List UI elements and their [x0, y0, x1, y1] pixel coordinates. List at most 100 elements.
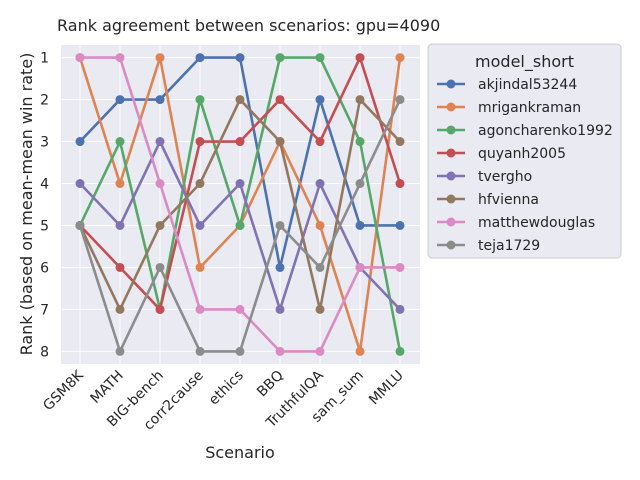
data-point	[115, 220, 125, 230]
legend-items: akjindal53244 mrigankraman agoncharenko199…	[437, 77, 613, 254]
y-tick-labels: 1 2 3 4 5 6 7 8	[40, 51, 49, 361]
legend-swatch-marker	[446, 125, 456, 135]
data-point	[315, 137, 325, 147]
data-point	[195, 95, 205, 105]
data-point	[315, 304, 325, 314]
y-tick-label: 6	[40, 260, 49, 276]
data-point	[355, 220, 365, 230]
legend-swatch-marker	[446, 194, 456, 204]
data-point	[75, 137, 85, 147]
data-point	[195, 304, 205, 314]
data-point	[315, 346, 325, 356]
data-point	[355, 53, 365, 63]
x-tick-label-ethics: ethics	[206, 368, 247, 409]
data-point	[115, 53, 125, 63]
data-point	[75, 220, 85, 230]
legend-swatch-marker	[446, 240, 456, 250]
data-point	[315, 95, 325, 105]
data-point	[155, 95, 165, 105]
legend-swatch-marker	[446, 217, 456, 227]
y-axis-label: Rank (based on mean-mean win rate)	[17, 53, 36, 356]
data-point	[115, 95, 125, 105]
legend-item-teja1729: teja1729	[437, 238, 540, 254]
legend-label: teja1729	[478, 238, 540, 254]
legend-swatch-marker	[446, 79, 456, 89]
data-point	[75, 53, 85, 63]
legend: model_short akjindal53244 mrigankraman ago…	[427, 43, 622, 259]
data-point	[235, 137, 245, 147]
data-point	[315, 220, 325, 230]
data-point	[195, 137, 205, 147]
data-point	[355, 95, 365, 105]
x-tick-label-bbq: BBQ	[254, 368, 287, 401]
data-point	[275, 262, 285, 272]
data-point	[275, 137, 285, 147]
chart-title: Rank agreement between scenarios: gpu=40…	[57, 16, 440, 35]
data-point	[395, 262, 405, 272]
data-point	[395, 304, 405, 314]
legend-frame	[427, 43, 622, 259]
data-point	[195, 53, 205, 63]
data-point	[115, 304, 125, 314]
data-point	[275, 53, 285, 63]
data-point	[395, 346, 405, 356]
legend-label: quyanh2005	[478, 146, 566, 162]
data-point	[315, 53, 325, 63]
legend-item-tvergho: tvergho	[437, 169, 532, 185]
data-point	[115, 137, 125, 147]
data-point	[395, 220, 405, 230]
data-point	[395, 137, 405, 147]
series-hfvienna	[75, 95, 405, 314]
data-point	[115, 179, 125, 189]
data-point	[155, 53, 165, 63]
legend-label: hfvienna	[478, 192, 539, 208]
data-point	[235, 53, 245, 63]
data-point	[235, 304, 245, 314]
legend-label: akjindal53244	[478, 77, 577, 93]
y-tick-label: 5	[40, 218, 49, 234]
data-point	[195, 220, 205, 230]
data-point	[235, 220, 245, 230]
x-tick-label-mmlu: MMLU	[366, 368, 407, 409]
legend-item-hfvienna: hfvienna	[437, 192, 539, 208]
legend-title: model_short	[475, 52, 574, 72]
legend-label: mrigankraman	[478, 100, 581, 116]
legend-label: tvergho	[478, 169, 532, 185]
legend-item-quyanh2005: quyanh2005	[437, 146, 566, 162]
legend-label: matthewdouglas	[478, 215, 595, 231]
legend-swatch-marker	[446, 171, 456, 181]
data-point	[155, 262, 165, 272]
data-point	[355, 137, 365, 147]
y-tick-label: 8	[40, 344, 49, 360]
data-point	[355, 179, 365, 189]
data-point	[155, 304, 165, 314]
data-point	[395, 95, 405, 105]
data-point	[275, 346, 285, 356]
legend-item-akjindal53244: akjindal53244	[437, 77, 577, 93]
data-point	[315, 179, 325, 189]
legend-swatch-marker	[446, 148, 456, 158]
data-point	[275, 220, 285, 230]
data-point	[395, 179, 405, 189]
data-point	[155, 179, 165, 189]
data-point	[75, 179, 85, 189]
data-point	[115, 262, 125, 272]
data-point	[155, 137, 165, 147]
y-tick-label: 7	[40, 302, 49, 318]
data-point	[195, 262, 205, 272]
x-tick-label-gsm8k: GSM8K	[40, 367, 87, 414]
series-layer	[75, 53, 405, 356]
data-point	[275, 304, 285, 314]
legend-item-agoncharenko1992: agoncharenko1992	[437, 123, 613, 139]
data-point	[235, 95, 245, 105]
data-point	[355, 262, 365, 272]
data-point	[115, 346, 125, 356]
data-point	[235, 179, 245, 189]
x-axis-label: Scenario	[205, 443, 275, 462]
data-point	[195, 179, 205, 189]
data-point	[275, 95, 285, 105]
y-tick-label: 2	[40, 93, 49, 109]
data-point	[395, 53, 405, 63]
